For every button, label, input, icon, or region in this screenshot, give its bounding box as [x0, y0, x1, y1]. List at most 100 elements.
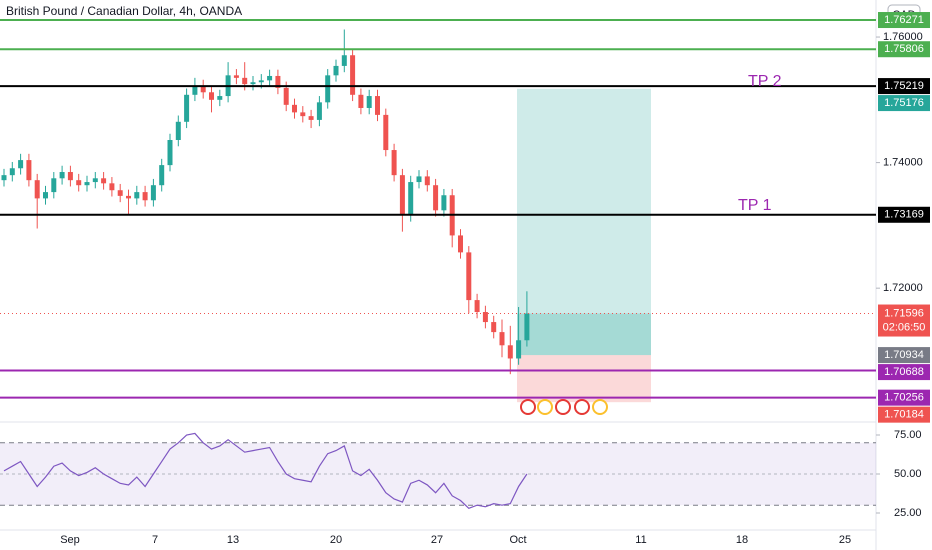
price-label: 1.70184 — [884, 409, 924, 421]
candle-body — [184, 94, 190, 122]
candle-body — [150, 185, 156, 201]
price-label-box — [878, 347, 930, 364]
x-tick-label: 7 — [152, 534, 158, 546]
rsi-tick-label: 25.00 — [894, 507, 922, 519]
candle-body — [507, 345, 513, 359]
candle-body — [109, 183, 115, 191]
candle-body — [34, 180, 40, 199]
candle-body — [258, 80, 264, 83]
candle-body — [18, 160, 24, 169]
rsi-tick-label: 50.00 — [894, 468, 922, 480]
candle-body — [292, 104, 297, 113]
candle-body — [92, 178, 98, 183]
x-tick-label: 11 — [635, 534, 646, 546]
event-icon[interactable] — [537, 399, 553, 415]
countdown-label: 02:06:50 — [883, 321, 926, 333]
candle-body — [175, 121, 181, 140]
candle-body — [59, 172, 65, 179]
candle-body — [167, 140, 173, 166]
price-label-box — [878, 41, 930, 58]
x-tick-label: 13 — [227, 534, 239, 546]
candle-body — [333, 65, 339, 76]
candle-body — [325, 75, 331, 103]
rsi-tick-label: 75.00 — [894, 429, 922, 441]
candle-body — [350, 55, 356, 95]
candle-body — [43, 192, 48, 199]
candle-body — [84, 182, 90, 186]
candle-body — [200, 86, 206, 93]
candle-body — [399, 175, 405, 216]
candle-body — [424, 176, 430, 186]
price-label-box — [878, 78, 930, 95]
event-icon[interactable] — [520, 399, 536, 415]
candle-body — [300, 112, 306, 117]
annotation: TP 1 — [738, 197, 772, 214]
last-price-box — [878, 304, 930, 337]
loss-zone — [517, 355, 651, 403]
candle-body — [341, 55, 347, 66]
candle-body — [192, 86, 198, 95]
candle-body — [466, 252, 472, 301]
price-label: 1.70256 — [884, 392, 924, 404]
candle-body — [134, 192, 140, 199]
candle-body — [275, 75, 281, 88]
candle-body — [482, 312, 488, 323]
price-label: 1.70688 — [884, 366, 924, 378]
open-profit-zone — [517, 313, 651, 356]
candle-body — [159, 165, 165, 186]
candle-body — [267, 75, 273, 81]
price-label-box — [878, 206, 930, 223]
candle-body — [9, 168, 15, 176]
candle-body — [441, 195, 447, 211]
candle-body — [233, 75, 239, 78]
candle-body — [458, 235, 463, 253]
price-label: 1.76271 — [884, 14, 924, 26]
y-tick-label: 1.74000 — [883, 157, 923, 169]
x-tick-label: 27 — [431, 534, 443, 546]
candle-body — [491, 322, 497, 333]
event-icon[interactable] — [574, 399, 590, 415]
last-price-label: 1.71596 — [884, 307, 924, 319]
y-tick-label: 1.72000 — [883, 282, 923, 294]
candle-body — [283, 87, 289, 105]
price-label-box — [878, 95, 930, 112]
rsi-line — [3, 432, 528, 510]
candle-body — [209, 92, 214, 100]
price-label-box — [878, 12, 930, 29]
price-label-box — [878, 389, 930, 406]
candle-body — [499, 332, 505, 346]
candle-body — [316, 102, 322, 120]
candle-body — [358, 94, 364, 108]
candle-body — [67, 172, 73, 181]
candle-body — [408, 182, 414, 216]
profit-zone — [517, 88, 651, 356]
candle-body — [391, 150, 397, 176]
event-icon[interactable] — [555, 399, 571, 415]
candle-body — [126, 195, 131, 199]
event-icons — [520, 399, 608, 415]
candle-body — [217, 96, 223, 100]
candle-body — [383, 114, 389, 151]
x-tick-label: Sep — [60, 534, 80, 546]
event-icon[interactable] — [592, 399, 608, 415]
candle-body — [516, 340, 522, 359]
marks — [0, 19, 876, 510]
y-tick-label: 1.76000 — [883, 31, 923, 43]
candle-body — [51, 178, 57, 193]
candle-body — [1, 175, 7, 181]
x-tick-label: 25 — [839, 534, 851, 546]
candle-body — [308, 116, 314, 120]
candle-body — [524, 313, 530, 341]
x-tick-label: 20 — [330, 534, 342, 546]
price-label-box — [878, 364, 930, 381]
candle-body — [101, 178, 107, 184]
price-label: 1.70934 — [884, 349, 924, 361]
candle-body — [76, 180, 82, 186]
candle-body — [474, 300, 480, 313]
annotation: TP 2 — [748, 73, 782, 90]
x-tick-label: Oct — [509, 534, 526, 546]
candle-body — [142, 192, 148, 201]
candle-body — [375, 96, 380, 115]
